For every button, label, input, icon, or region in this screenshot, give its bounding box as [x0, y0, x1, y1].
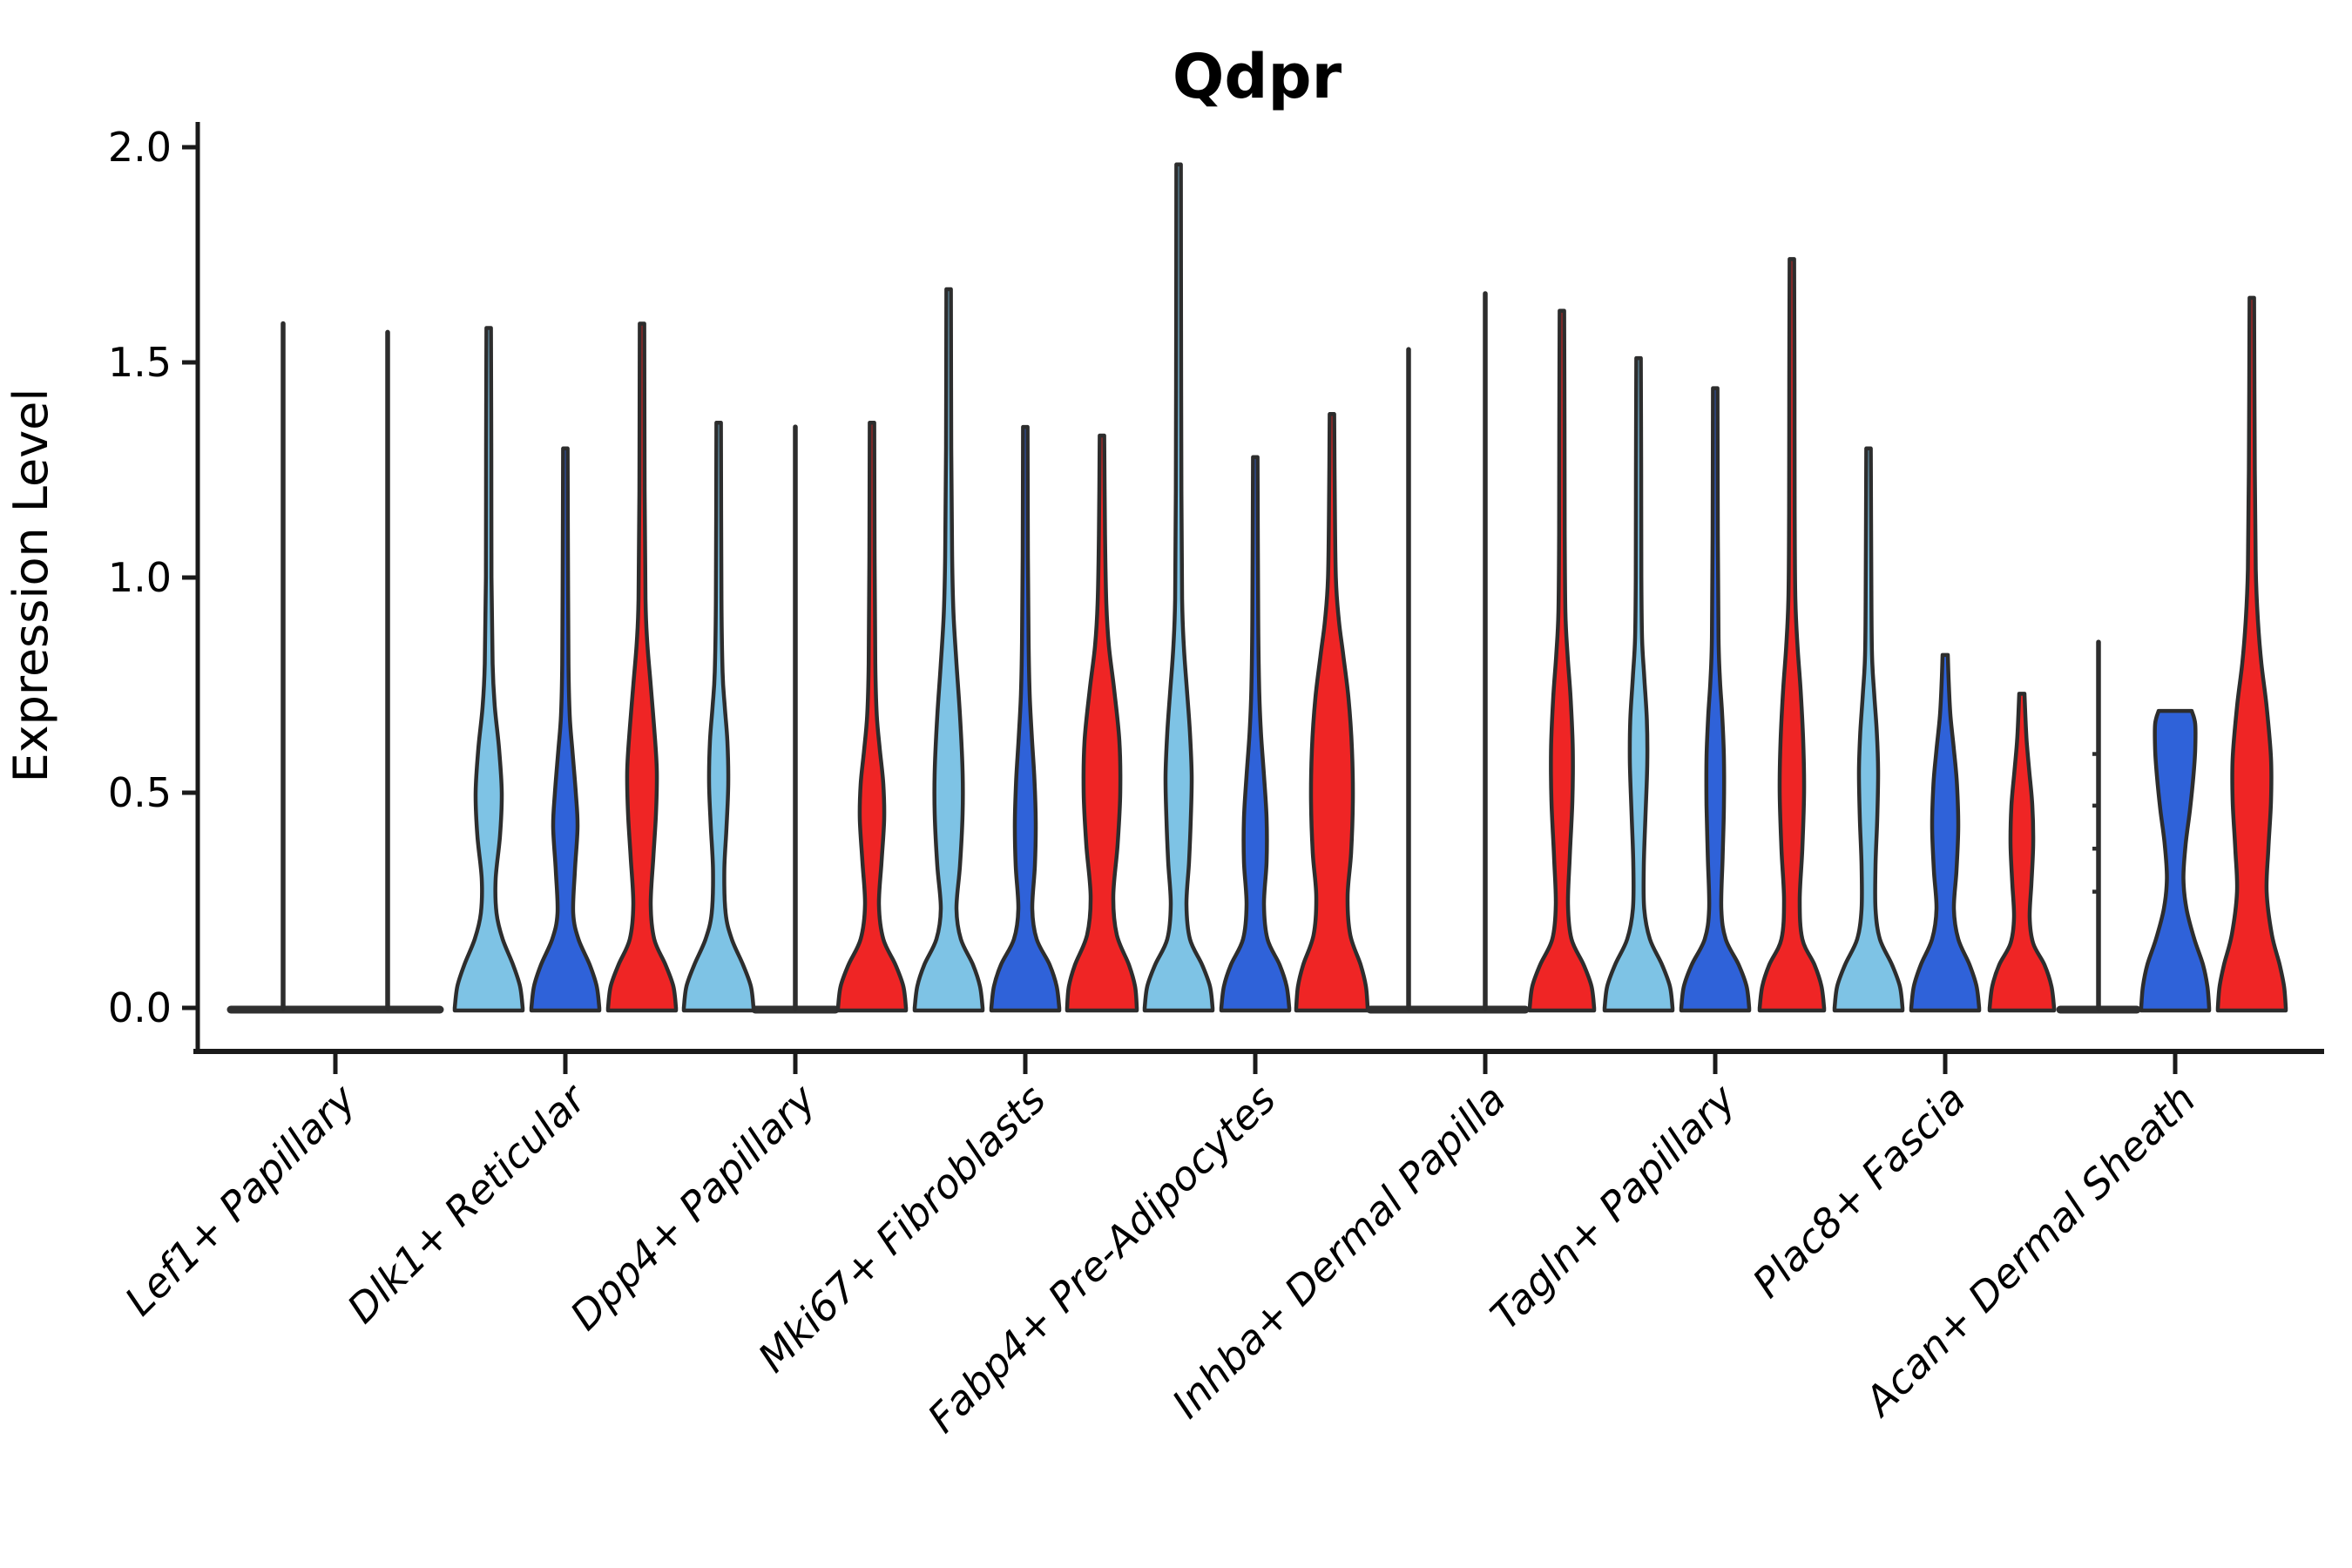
y-tick-label: 1.0	[108, 554, 172, 601]
violin-body	[1294, 412, 1370, 1013]
violin-body	[1142, 162, 1215, 1013]
violin-body	[1219, 455, 1292, 1013]
y-tick-label: 2.0	[108, 124, 172, 171]
violin-body	[681, 420, 756, 1013]
y-tick-label: 0.5	[108, 769, 172, 816]
violin-body	[1832, 446, 1905, 1013]
violin-body	[1757, 257, 1827, 1013]
violin-body	[529, 446, 602, 1013]
violin-body	[452, 326, 525, 1013]
x-tick-label: Tagln+ Papillary	[1481, 1075, 1745, 1339]
violin-body	[2215, 295, 2288, 1013]
y-axis-label: Expression Level	[3, 389, 58, 783]
x-tick-label: Plac8+ Fascia	[1743, 1076, 1974, 1307]
violin-body	[1909, 652, 1982, 1013]
violin-body	[835, 420, 909, 1013]
x-tick-label: Dlk1+ Reticular	[338, 1073, 597, 1332]
violin-body	[1679, 386, 1752, 1013]
violin-body	[1064, 433, 1139, 1013]
x-tick-label: Dpp4+ Papillary	[561, 1075, 825, 1339]
violin-body	[912, 287, 985, 1013]
violin-body	[1527, 308, 1597, 1013]
violin-body	[1987, 692, 2057, 1013]
y-tick-label: 0.0	[108, 984, 172, 1031]
chart-title: Qdpr	[1173, 41, 1342, 112]
violin-body	[2139, 708, 2212, 1013]
y-tick-label: 1.5	[108, 339, 172, 386]
violin-body	[989, 424, 1062, 1013]
x-tick-label: Lef1+ Papillary	[116, 1075, 365, 1324]
violin-body	[605, 321, 679, 1013]
violin-body	[1602, 355, 1675, 1013]
